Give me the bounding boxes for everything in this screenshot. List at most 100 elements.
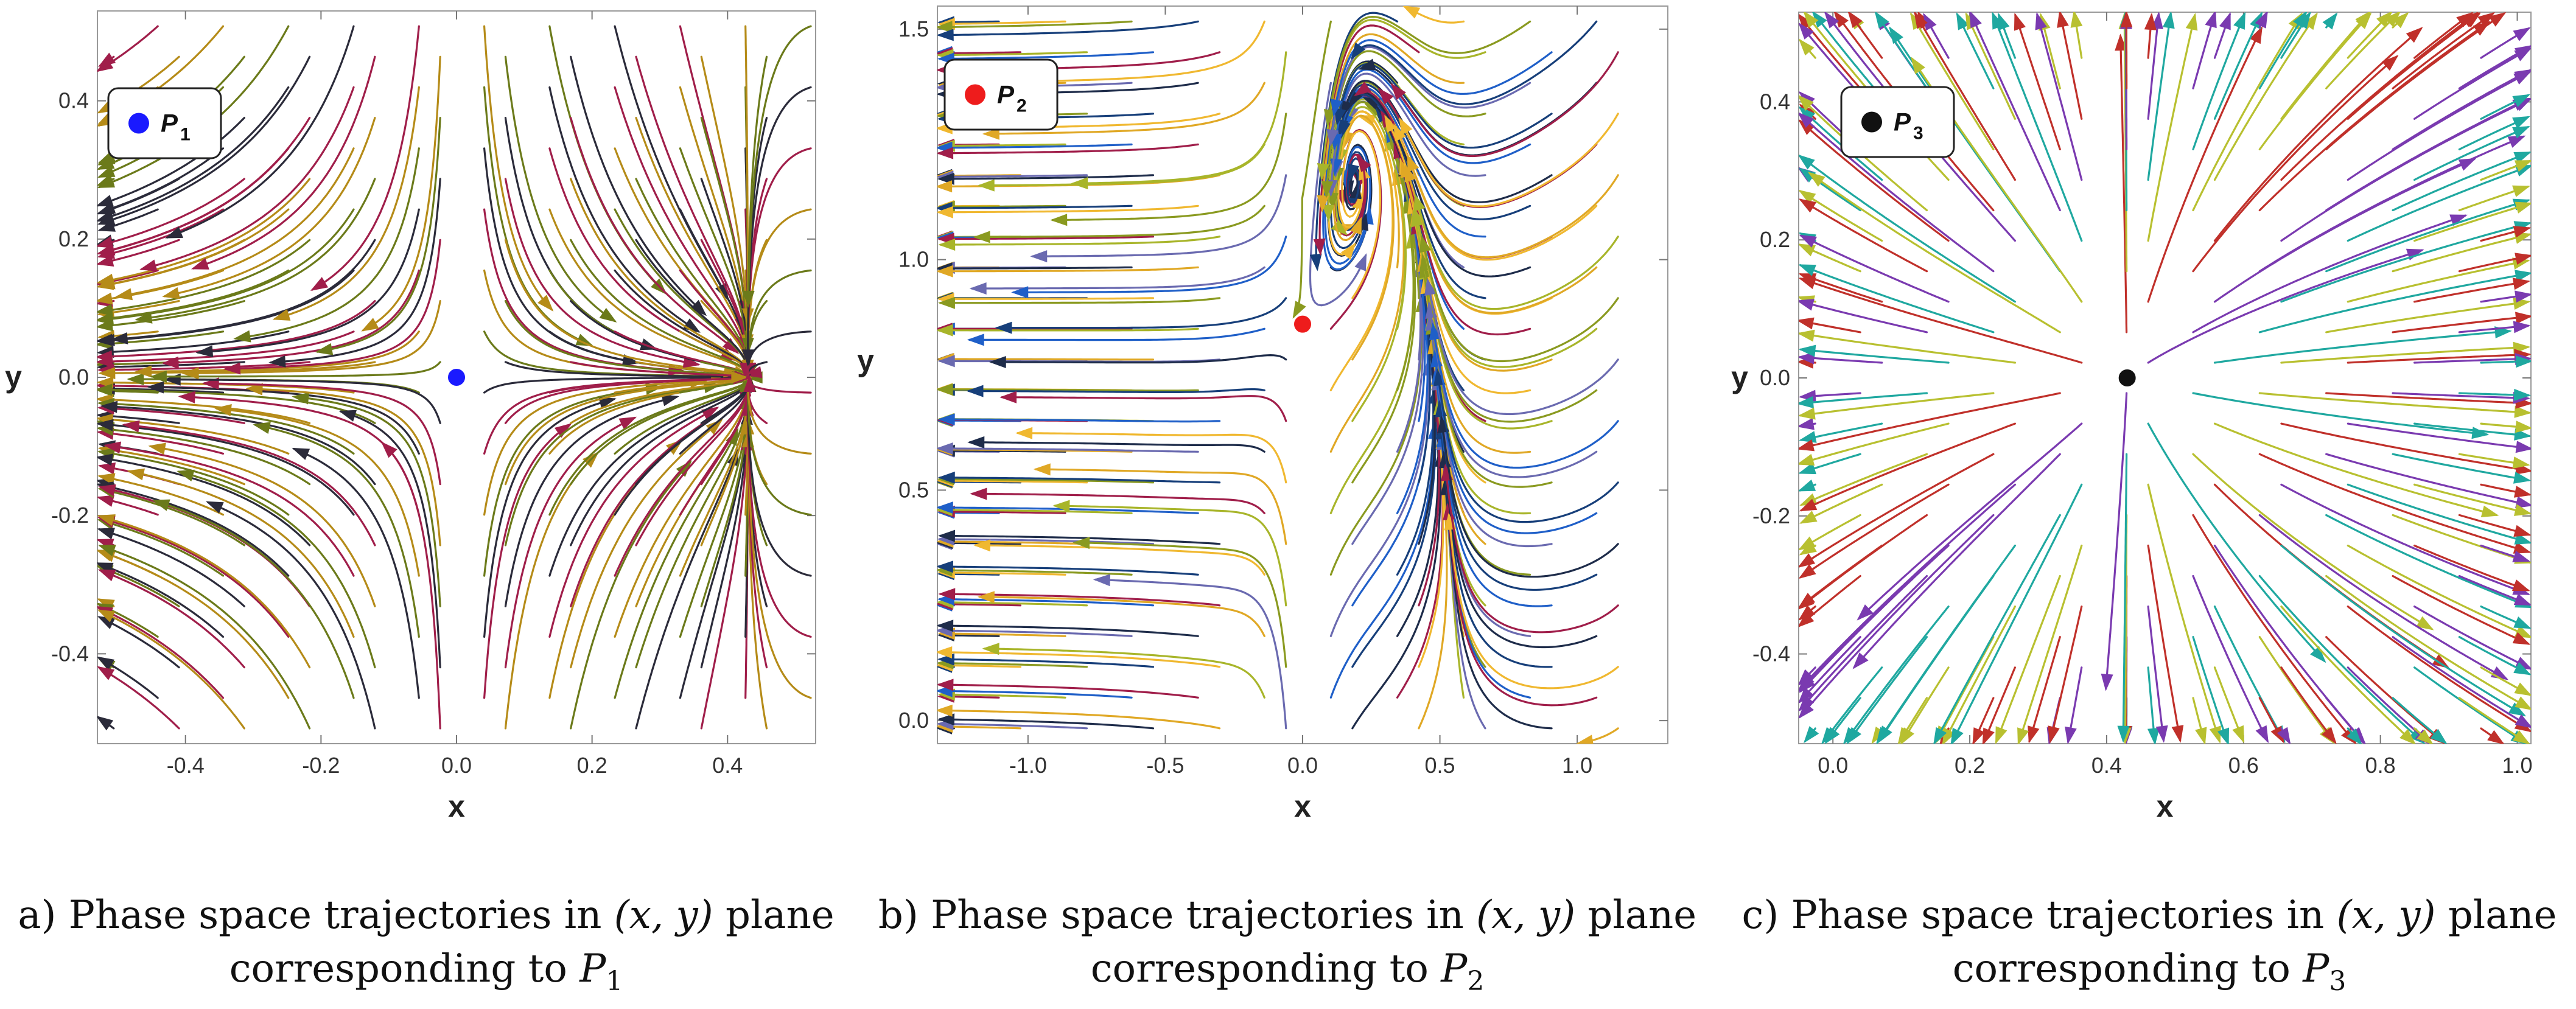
caption-b-line1-prefix: b) Phase space trajectories in	[878, 893, 1477, 938]
streamline	[939, 511, 1066, 514]
streamline	[136, 330, 420, 373]
streamline-arrow	[2477, 12, 2495, 27]
streamline-arrow	[1404, 164, 1416, 183]
streamline-arrow	[2515, 290, 2531, 303]
streamline-arrow	[97, 333, 115, 346]
streamline	[2392, 392, 2529, 400]
streamline-arrow	[177, 469, 195, 481]
streamline-arrow	[1876, 727, 1891, 744]
streamline-arrow	[1015, 427, 1033, 439]
streamline-arrow	[195, 345, 214, 358]
y-tick-label: 0.0	[898, 708, 929, 733]
streamline	[1900, 666, 1950, 744]
streamline	[247, 387, 441, 546]
streamline	[939, 478, 1155, 484]
streamline-arrow	[97, 195, 114, 207]
streamline	[937, 683, 1199, 699]
streamline-arrow	[1351, 42, 1366, 60]
y-tick-label: -0.2	[1752, 503, 1790, 528]
streamline-arrow	[1956, 12, 1969, 30]
streamline-arrow	[2406, 27, 2423, 43]
streamline	[939, 204, 1066, 208]
streamline	[1351, 261, 1424, 545]
streamline-arrow	[2057, 12, 2069, 28]
streamline-arrow	[2512, 550, 2530, 562]
streamline	[939, 51, 1155, 60]
streamline	[939, 534, 1221, 545]
streamline	[548, 376, 749, 577]
streamline-arrow	[2120, 12, 2133, 27]
streamline	[614, 429, 739, 699]
streamline	[1799, 300, 1928, 333]
streamline	[2347, 13, 2480, 120]
streamline-arrow	[1347, 163, 1360, 182]
streamline	[971, 492, 1265, 514]
streamline	[151, 361, 441, 378]
streamline	[483, 25, 553, 311]
streamline-arrow	[2416, 616, 2434, 630]
streamline-arrow	[2513, 525, 2531, 537]
streamline	[2413, 606, 2531, 670]
streamline-arrow	[114, 288, 133, 301]
streamline	[2213, 330, 2511, 364]
streamline	[939, 718, 1155, 730]
streamline-arrow	[2355, 12, 2371, 27]
streamline-arrow	[2219, 12, 2231, 30]
streamline	[1329, 169, 1405, 453]
streamline-arrow	[97, 313, 114, 325]
streamline	[97, 208, 290, 288]
streamline-arrow	[575, 333, 594, 346]
streamline	[937, 174, 1088, 178]
streamline	[2413, 357, 2531, 364]
streamline	[98, 616, 180, 669]
streamline	[937, 266, 1199, 273]
streamline	[1801, 483, 1883, 524]
streamline-arrow	[1942, 727, 1956, 744]
streamline	[1799, 113, 1995, 273]
streamline-arrow	[1326, 128, 1339, 147]
streamline-arrow	[2480, 505, 2499, 517]
streamline	[937, 569, 1133, 576]
streamline	[938, 722, 1088, 730]
streamline	[2325, 12, 2401, 89]
streamline	[1329, 423, 1435, 699]
streamline	[967, 388, 1265, 393]
streamline	[2280, 422, 2531, 472]
streamline	[483, 423, 571, 699]
streamline	[570, 419, 723, 669]
streamline	[2413, 47, 2531, 120]
streamline-arrow	[127, 373, 144, 386]
streamline-arrow	[292, 447, 310, 460]
streamline	[97, 606, 225, 699]
streamline	[2347, 164, 2531, 242]
critical-point-marker	[1293, 314, 1312, 334]
streamline-arrow	[165, 226, 183, 239]
legend-marker	[1861, 111, 1882, 133]
streamline-arrow	[310, 277, 329, 291]
streamline	[939, 297, 1155, 300]
streamline-arrow	[1399, 117, 1413, 135]
caption-a-sub: 1	[606, 965, 623, 997]
streamline-arrow	[97, 656, 114, 671]
streamline	[148, 386, 420, 455]
streamline	[2192, 55, 2398, 273]
streamline-arrow	[999, 391, 1017, 403]
streamline-arrow	[1292, 301, 1306, 319]
streamline-arrow	[599, 307, 617, 323]
streamline-arrow	[1402, 6, 1421, 19]
streamline-arrow	[2432, 654, 2450, 669]
streamline-arrow	[1030, 250, 1048, 263]
streamline	[1336, 63, 1553, 149]
streamline	[1414, 195, 1619, 310]
streamline-arrow	[245, 383, 263, 396]
caption-a-line2-prefix: corresponding to	[229, 946, 580, 991]
streamline-arrow	[1799, 536, 1816, 551]
streamline	[128, 470, 355, 638]
streamplot-p2: -1.0 -0.5 0.0 0.5 1.0 0.0 0.5 1.0 1.5 x y P 2	[857, 5, 1668, 823]
streamline-arrow	[178, 391, 195, 403]
caption-c-line2-prefix: corresponding to	[1952, 946, 2303, 991]
streamline	[2192, 392, 2488, 436]
streamline-arrow	[1407, 154, 1419, 172]
streamline-arrow	[1799, 396, 1814, 408]
x-tick-label: 0.4	[712, 753, 743, 778]
